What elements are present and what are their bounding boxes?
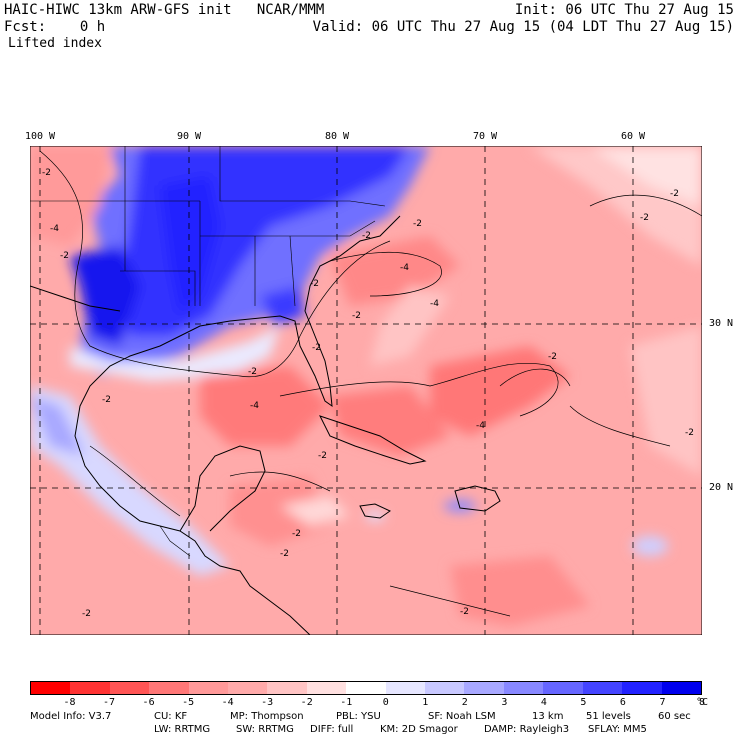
contour-label: -2	[640, 213, 649, 223]
colorbar-tick-label: 4	[540, 697, 547, 708]
colorbar-tick-label: 1	[422, 697, 429, 708]
political-boundaries	[30, 146, 386, 557]
field-name: Lifted index	[8, 36, 102, 51]
contour-label: -2	[102, 395, 111, 405]
contour-label: -2	[292, 529, 301, 539]
colorbar-tick-label: -4	[221, 697, 234, 708]
contour-label: -2	[248, 367, 257, 377]
contour-label: -4	[50, 224, 59, 234]
lon-label-100w: 100 W	[24, 131, 56, 142]
contour-label: -2	[362, 231, 371, 241]
lifted-index-map: -2 -4 -2 -2 -2 -4 -4 -2 -2 -2 -4 -2 -2 -…	[30, 146, 702, 635]
contour-label: -2	[318, 451, 327, 461]
colorbar-swatch	[503, 682, 544, 694]
colorbar-tick-label: 3	[501, 697, 508, 708]
contour-label: -2	[310, 279, 319, 289]
colorbar-tick-label: -7	[103, 697, 116, 708]
contour-label: -4	[250, 401, 259, 411]
lat-label-30n: 30 N	[709, 318, 734, 329]
contour-label: -2	[280, 549, 289, 559]
valid-time: Valid: 06 UTC Thu 27 Aug 15 (04 LDT Thu …	[312, 19, 734, 35]
model-title: HAIC-HIWC 13km ARW-GFS init NCAR/MMM	[4, 2, 325, 18]
colorbar-swatch	[622, 682, 662, 694]
lon-label-70w: 70 W	[472, 131, 498, 142]
colorbar-swatch	[109, 682, 150, 694]
footer-levels: 51 levels	[586, 711, 631, 722]
contour-label: -2	[60, 251, 69, 261]
colorbar-tick-label: 2	[461, 697, 468, 708]
footer-model-info: Model Info: V3.7	[30, 711, 112, 722]
footer-pbl: PBL: YSU	[336, 711, 381, 722]
colorbar-swatch	[70, 682, 110, 694]
lon-label-90w: 90 W	[176, 131, 202, 142]
colorbar-unit: °C	[695, 697, 709, 708]
contour-label: -2	[460, 607, 469, 617]
contour-label: -4	[400, 263, 409, 273]
colorbar-swatch	[228, 682, 268, 694]
colorbar-swatch	[425, 682, 465, 694]
contour-lines	[39, 150, 702, 617]
contour-label: -2	[685, 428, 694, 438]
footer-mp: MP: Thompson	[230, 711, 304, 722]
contour-label: -2	[82, 609, 91, 619]
colorbar-swatch	[346, 682, 386, 694]
contour-label: -2	[413, 219, 422, 229]
colorbar-swatch	[582, 682, 623, 694]
colorbar	[30, 681, 702, 695]
colorbar-swatch	[267, 682, 307, 694]
colorbar-tick-label: -6	[142, 697, 155, 708]
contour-label: -2	[42, 168, 51, 178]
footer-cu: CU: KF	[154, 711, 188, 722]
footer-damp: DAMP: Rayleigh3	[484, 724, 570, 735]
colorbar-tick-label: 0	[382, 697, 389, 708]
footer-sf: SF: Noah LSM	[428, 711, 496, 722]
colorbar-tick-label: -1	[340, 697, 353, 708]
lat-lon-grid	[30, 146, 702, 635]
footer-sflay: SFLAY: MM5	[588, 724, 647, 735]
colorbar-swatch	[385, 682, 426, 694]
coastlines	[30, 215, 501, 635]
footer-lw: LW: RRTMG	[154, 724, 211, 735]
contour-label: -4	[430, 299, 439, 309]
contour-label: -2	[548, 352, 557, 362]
colorbar-tick-label: -5	[182, 697, 195, 708]
contour-label-group: -2 -4 -2 -2 -2 -4 -4 -2 -2 -2 -4 -2 -2 -…	[42, 168, 694, 619]
colorbar-swatch	[149, 682, 189, 694]
contour-label: -2	[312, 343, 321, 353]
colorbar-tick-label: 5	[580, 697, 587, 708]
contour-label: -4	[476, 421, 485, 431]
lon-label-60w: 60 W	[620, 131, 646, 142]
footer-km: KM: 2D Smagor	[380, 724, 458, 735]
colorbar-tick-label: 7	[659, 697, 666, 708]
colorbar-swatch	[543, 682, 583, 694]
colorbar-tick-label: 6	[619, 697, 626, 708]
colorbar-swatch	[188, 682, 229, 694]
lon-label-80w: 80 W	[324, 131, 350, 142]
field-shading	[30, 146, 702, 626]
footer-timestep: 60 sec	[658, 711, 691, 722]
colorbar-swatch	[31, 682, 71, 694]
footer-resolution: 13 km	[532, 711, 564, 722]
colorbar-tick-label: -3	[261, 697, 274, 708]
colorbar-tick-label: -2	[300, 697, 313, 708]
colorbar-swatch	[306, 682, 347, 694]
footer-sw: SW: RRTMG	[236, 724, 294, 735]
contour-label: -2	[670, 189, 679, 199]
colorbar-tick-label: -8	[63, 697, 76, 708]
colorbar-swatch	[661, 682, 701, 694]
forecast-hour: Fcst: 0 h	[4, 19, 106, 35]
lat-label-20n: 20 N	[709, 482, 734, 493]
contour-label: -2	[352, 311, 361, 321]
colorbar-tick-label: 8	[698, 697, 706, 708]
init-time: Init: 06 UTC Thu 27 Aug 15	[514, 2, 734, 18]
colorbar-swatch	[464, 682, 504, 694]
footer-diff: DIFF: full	[310, 724, 354, 735]
